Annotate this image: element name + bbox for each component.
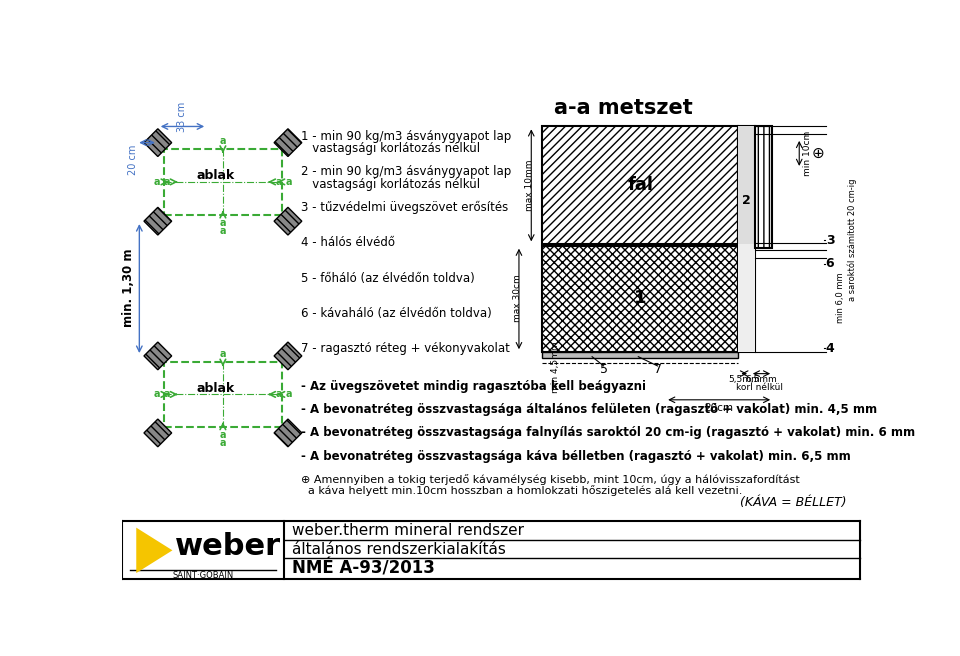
Bar (542, 246, 738, 352)
Polygon shape (144, 207, 172, 235)
Text: ablak: ablak (196, 382, 234, 395)
Bar (738, 127, 756, 352)
Bar (542, 352, 738, 358)
Text: fal: fal (627, 176, 653, 194)
Text: ablak: ablak (196, 169, 234, 182)
Text: 20cm: 20cm (705, 403, 733, 413)
Polygon shape (275, 342, 301, 370)
Text: 5 - főháló (az élvédőn toldva): 5 - főháló (az élvédőn toldva) (301, 272, 475, 285)
Text: a: a (286, 177, 292, 187)
Bar (542, 127, 738, 244)
Text: a: a (154, 390, 160, 400)
Text: vastagsági korlátozás nélkül: vastagsági korlátozás nélkül (301, 178, 480, 191)
Polygon shape (144, 129, 172, 157)
Text: a: a (220, 218, 227, 228)
Text: a: a (220, 430, 227, 440)
Text: ⊕ Amennyiben a tokig terjedő kávamélység kisebb, mint 10cm, úgy a hálóvisszaford: ⊕ Amennyiben a tokig terjedő kávamélység… (301, 474, 800, 485)
Text: min 6,0 mm: min 6,0 mm (835, 273, 845, 323)
Text: SAINT·GOBAIN: SAINT·GOBAIN (173, 571, 234, 580)
Text: - A bevonatréteg összvastagsága káva bélletben (ragasztó + vakolat) min. 6,5 mm: - A bevonatréteg összvastagsága káva bél… (301, 449, 851, 462)
Text: vastagsági korlátozás nélkül: vastagsági korlátozás nélkül (301, 142, 480, 155)
Text: 1: 1 (634, 289, 646, 307)
Text: - A bevonatréteg összvastagsága általános felületen (ragasztó + vakolat) min. 4,: - A bevonatréteg összvastagsága általáno… (301, 403, 877, 417)
Text: 1 - min 90 kg/m3 ásványgyapot lap: 1 - min 90 kg/m3 ásványgyapot lap (301, 130, 512, 143)
Text: 33 cm: 33 cm (178, 102, 187, 133)
Bar (738, 127, 756, 244)
Text: 4 - hálós élvédő: 4 - hálós élvédő (301, 236, 396, 249)
Text: a saroktól számított 20 cm-ig: a saroktól számított 20 cm-ig (848, 178, 857, 300)
Polygon shape (136, 527, 173, 573)
Text: 3 - tűzvédelmi üvegszövet erősítés: 3 - tűzvédelmi üvegszövet erősítés (301, 201, 508, 214)
Text: a káva helyett min.10cm hosszban a homlokzati hőszigetelés alá kell vezetni.: a káva helyett min.10cm hosszban a homlo… (301, 485, 742, 496)
Polygon shape (144, 419, 172, 447)
Text: a: a (220, 438, 227, 447)
Text: ⊕: ⊕ (812, 146, 825, 161)
Bar (756, 127, 772, 248)
Text: 7 - ragasztó réteg + vékonyvakolat: 7 - ragasztó réteg + vékonyvakolat (301, 342, 510, 356)
Polygon shape (275, 207, 301, 235)
Text: 5: 5 (600, 363, 608, 377)
Text: weber.therm mineral rendszer: weber.therm mineral rendszer (292, 523, 524, 538)
Text: a: a (276, 390, 282, 400)
Text: max 10mm: max 10mm (525, 159, 534, 211)
Text: 5,5mm: 5,5mm (729, 375, 760, 384)
Text: (KÁVA = BÉLLET): (KÁVA = BÉLLET) (740, 496, 846, 508)
Text: min 4,5mm: min 4,5mm (551, 342, 561, 394)
Polygon shape (275, 419, 301, 447)
Text: a: a (220, 136, 227, 146)
Bar (164, 362, 282, 427)
Text: 2 - min 90 kg/m3 ásványgyapot lap: 2 - min 90 kg/m3 ásványgyapot lap (301, 165, 512, 178)
Text: 2: 2 (742, 194, 752, 207)
Text: - A bevonatréteg összvastagsága falnyílás saroktól 20 cm-ig (ragasztó + vakolat): - A bevonatréteg összvastagsága falnyílá… (301, 426, 915, 440)
Bar (542, 127, 738, 244)
Text: 4: 4 (826, 342, 834, 355)
Text: weber: weber (175, 532, 281, 561)
Polygon shape (275, 129, 301, 157)
Bar (164, 149, 282, 215)
Text: a: a (276, 177, 282, 187)
Text: a: a (286, 390, 292, 400)
Text: 3: 3 (826, 234, 834, 247)
Text: 20 cm: 20 cm (129, 144, 138, 174)
Text: NMÉ A-93/2013: NMÉ A-93/2013 (292, 560, 435, 578)
Text: max 30cm: max 30cm (513, 274, 522, 322)
Text: min 10cm: min 10cm (804, 131, 812, 176)
Text: a: a (163, 177, 170, 187)
Text: 6: 6 (826, 257, 834, 270)
Text: 6 - kávaháló (az élvédőn toldva): 6 - kávaháló (az élvédőn toldva) (301, 307, 492, 320)
Text: általános rendszerkialakítás: általános rendszerkialakítás (292, 542, 506, 557)
Text: a: a (220, 349, 227, 359)
Text: min. 1,30 m: min. 1,30 m (122, 249, 135, 327)
Text: - Az üvegszövetet mindig ragasztóba kell beágyazni: - Az üvegszövetet mindig ragasztóba kell… (301, 380, 646, 393)
Bar (542, 246, 738, 352)
Text: a: a (163, 390, 170, 400)
Text: 7: 7 (654, 363, 661, 377)
Bar (738, 244, 756, 352)
Text: a: a (154, 177, 160, 187)
Text: korl nélkül: korl nélkül (736, 383, 783, 392)
Text: a-a metszet: a-a metszet (554, 98, 692, 118)
Text: 6,5mm: 6,5mm (746, 375, 778, 384)
Polygon shape (144, 342, 172, 370)
Text: a: a (220, 226, 227, 236)
